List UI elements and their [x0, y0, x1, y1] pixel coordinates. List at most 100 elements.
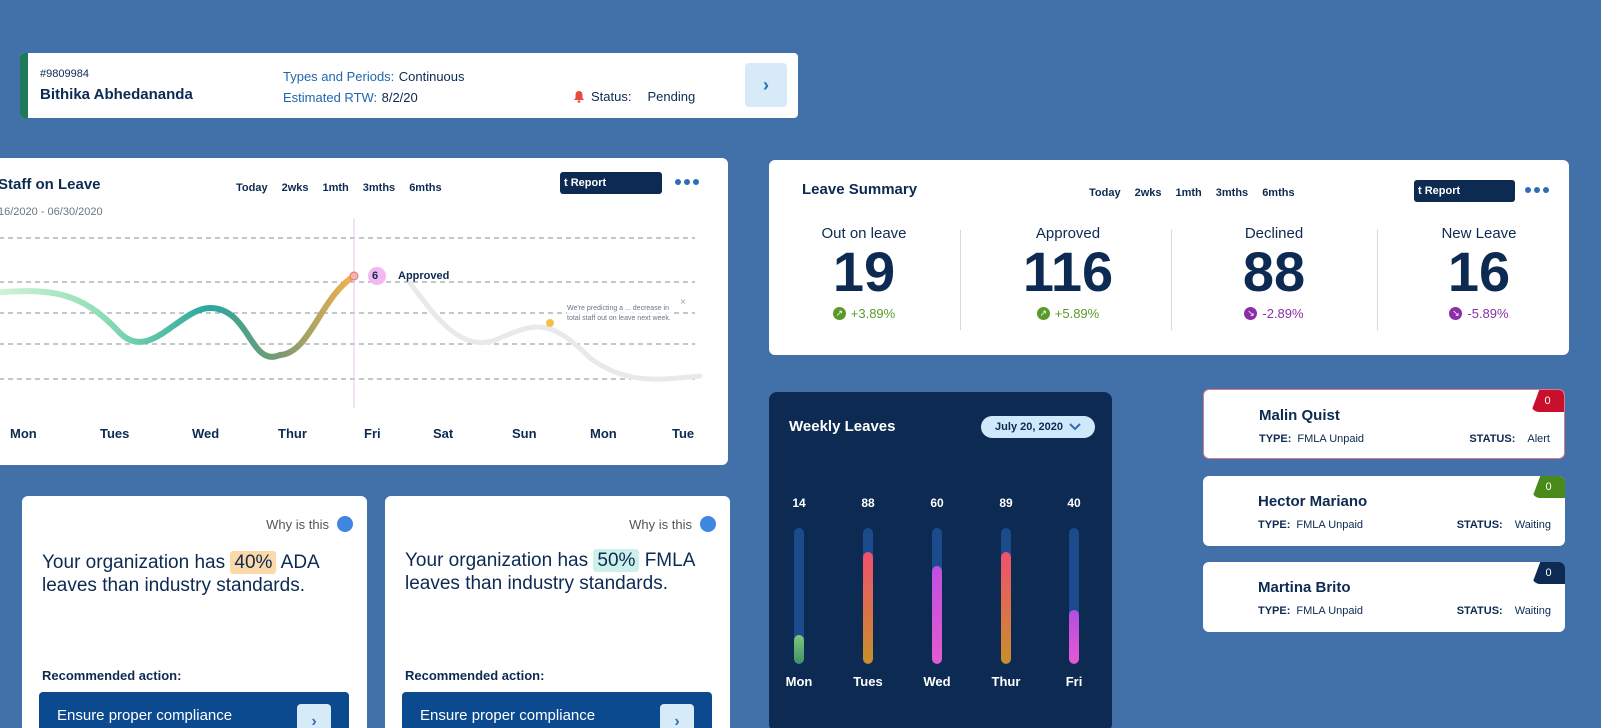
- weekly-bar-track: [932, 528, 942, 664]
- weekly-bar-value: 89: [999, 496, 1013, 510]
- staff-day-label: Mon: [590, 426, 617, 441]
- tab-today[interactable]: Today: [1089, 187, 1121, 199]
- status-value: Waiting: [1514, 605, 1551, 617]
- why-link[interactable]: Why is this: [266, 516, 353, 532]
- status-label: STATUS:: [1456, 519, 1503, 531]
- tab-1mth[interactable]: 1mth: [1175, 187, 1202, 199]
- employee-card[interactable]: Malin Quist TYPE: FMLA Unpaid STATUS: Alert 0: [1203, 389, 1565, 459]
- insight-percent: 50%: [593, 549, 640, 572]
- stat-block: Declined 88 ↘ -2.89%: [1194, 225, 1354, 321]
- employee-card[interactable]: Martina Brito TYPE: FMLA Unpaid STATUS: Wait…: [1203, 562, 1565, 632]
- stat-divider: [960, 230, 961, 330]
- employee-type: TYPE: FMLA Unpaid: [1259, 433, 1364, 445]
- weekly-bar-value: 40: [1067, 496, 1081, 510]
- case-card: #9809984 Bithika Abhedananda Types and P…: [20, 53, 798, 118]
- rtw-value: 8/2/20: [381, 90, 418, 105]
- staff-day-label: Mon: [10, 426, 37, 441]
- leave-summary-card: Leave Summary Today 2wks 1mth 3mths 6mths t …: [769, 160, 1569, 355]
- staff-day-label: Sun: [512, 426, 537, 441]
- chevron-right-icon: ›: [763, 74, 769, 95]
- staff-day-label: Wed: [192, 426, 220, 441]
- tab-today[interactable]: Today: [236, 182, 268, 194]
- weekly-leaves-card: Weekly Leaves July 20, 2020 14 Mon 88 Tues 6…: [769, 392, 1112, 728]
- staff-day-label: Sat: [433, 426, 454, 441]
- insight-pre: Your organization has: [42, 552, 226, 573]
- stat-value: 16: [1447, 240, 1511, 303]
- staff-report-button[interactable]: t Report: [560, 172, 662, 194]
- bell-icon: [574, 91, 584, 103]
- stat-change: ↘ -5.89%: [1449, 306, 1509, 321]
- tab-1mth[interactable]: 1mth: [322, 182, 349, 194]
- stat-value: 19: [832, 240, 896, 303]
- tab-6mths[interactable]: 6mths: [409, 182, 442, 194]
- case-employee-name: Bithika Abhedananda: [40, 86, 193, 103]
- stat-divider: [1377, 230, 1378, 330]
- weekly-bar-day: Wed: [923, 674, 951, 689]
- tab-6mths[interactable]: 6mths: [1262, 187, 1295, 199]
- weekly-bar-fill: [794, 635, 804, 664]
- staff-note-close-icon[interactable]: ×: [680, 297, 686, 308]
- insight-percent: 40%: [230, 551, 277, 574]
- stat-label: Declined: [1244, 225, 1304, 242]
- action-label: Ensure proper compliance: [420, 707, 596, 724]
- trend-down-icon: ↘: [1449, 307, 1463, 320]
- status-value: Pending: [647, 89, 696, 104]
- chevron-down-icon: [1069, 423, 1081, 431]
- action-button[interactable]: Ensure proper compliance ›: [39, 692, 349, 728]
- summary-range-tabs: Today 2wks 1mth 3mths 6mths: [1089, 183, 1309, 201]
- why-label: Why is this: [629, 516, 692, 532]
- weekly-date-select[interactable]: July 20, 2020: [981, 416, 1095, 438]
- tab-2wks[interactable]: 2wks: [1134, 187, 1162, 199]
- chevron-right-icon: ›: [660, 704, 694, 728]
- status-label: STATUS:: [1469, 433, 1516, 445]
- employee-status: STATUS: Alert: [1469, 433, 1550, 445]
- status-value: Alert: [1527, 433, 1550, 445]
- case-open-button[interactable]: ›: [745, 63, 787, 107]
- staff-marker-badge: [368, 267, 386, 285]
- weekly-bar-day: Mon: [785, 674, 813, 689]
- info-icon: [700, 516, 716, 532]
- stat-change: ↗ +3.89%: [832, 306, 896, 321]
- staff-day-label: Tues: [100, 426, 130, 441]
- staff-prediction-note: We're predicting a ... decrease in total…: [567, 304, 673, 324]
- insight-card: Why is this Your organization has 50% FML…: [385, 496, 730, 728]
- action-button[interactable]: Ensure proper compliance ›: [402, 692, 712, 728]
- types-value: Continuous: [398, 69, 465, 84]
- tab-3mths[interactable]: 3mths: [1215, 187, 1249, 199]
- staff-line-chart: [0, 218, 703, 408]
- weekly-bar-fill: [1001, 552, 1011, 664]
- type-value: FMLA Unpaid: [1296, 605, 1364, 617]
- summary-more-icon[interactable]: [1525, 187, 1549, 193]
- stat-label: Out on leave: [821, 225, 907, 242]
- trend-up-icon: ↗: [1036, 307, 1050, 320]
- summary-report-button[interactable]: t Report: [1414, 180, 1515, 202]
- staff-day-label: Fri: [364, 426, 381, 441]
- staff-more-icon[interactable]: [675, 179, 699, 185]
- stat-divider: [1171, 230, 1172, 330]
- employee-card[interactable]: Hector Mariano TYPE: FMLA Unpaid STATUS: Wai…: [1203, 476, 1565, 546]
- type-label: TYPE:: [1258, 605, 1291, 617]
- weekly-bar-value: 14: [792, 496, 806, 510]
- stat-block: New Leave 16 ↘ -5.89%: [1399, 225, 1559, 321]
- trend-down-icon: ↘: [1244, 307, 1258, 320]
- employee-type: TYPE: FMLA Unpaid: [1258, 519, 1363, 531]
- stat-change-value: -2.89%: [1262, 306, 1304, 321]
- tab-3mths[interactable]: 3mths: [362, 182, 396, 194]
- weekly-bar-fill: [1069, 609, 1079, 664]
- weekly-date-value: July 20, 2020: [995, 421, 1063, 433]
- stat-label: New Leave: [1441, 225, 1517, 242]
- status-value: Waiting: [1514, 519, 1551, 531]
- staff-predicted-line: [407, 280, 703, 382]
- stat-label: Approved: [1035, 225, 1101, 242]
- type-label: TYPE:: [1258, 519, 1291, 531]
- weekly-bar-value: 88: [861, 496, 875, 510]
- stat-change-value: -5.89%: [1467, 306, 1509, 321]
- stat-change-value: +3.89%: [850, 306, 896, 321]
- type-label: TYPE:: [1259, 433, 1292, 445]
- tab-2wks[interactable]: 2wks: [281, 182, 309, 194]
- insight-pre: Your organization has: [405, 550, 589, 571]
- staff-actual-line: [0, 273, 357, 360]
- employee-status: STATUS: Waiting: [1457, 605, 1551, 617]
- why-link[interactable]: Why is this: [629, 516, 716, 532]
- employee-name: Hector Mariano: [1258, 493, 1368, 510]
